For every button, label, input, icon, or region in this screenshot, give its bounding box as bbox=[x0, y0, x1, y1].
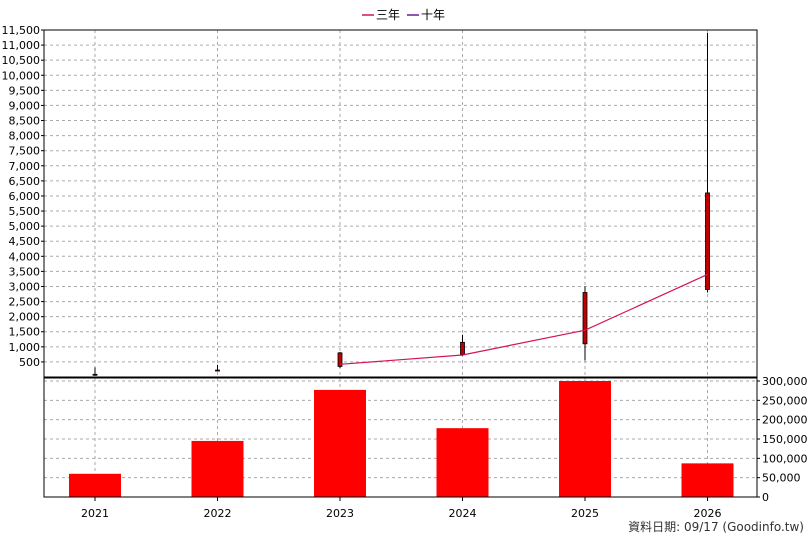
candle-body bbox=[92, 373, 98, 376]
volume-bar bbox=[314, 389, 366, 497]
x-tick-label: 2022 bbox=[204, 507, 232, 520]
legend: 三年 十年 bbox=[362, 8, 445, 22]
plot-frames bbox=[43, 29, 758, 498]
candles bbox=[92, 33, 710, 376]
price-tick-label: 4,000 bbox=[9, 250, 41, 263]
candle-body bbox=[705, 192, 710, 290]
x-tick-label: 2021 bbox=[81, 507, 109, 520]
price-tick-label: 7,000 bbox=[9, 160, 41, 173]
volume-bar bbox=[436, 428, 489, 497]
volume-bars bbox=[69, 381, 734, 497]
price-tick-label: 5,000 bbox=[9, 220, 41, 233]
price-tick-label: 8,500 bbox=[9, 115, 41, 128]
price-tick-label: 11,500 bbox=[2, 24, 41, 37]
footer-note: 資料日期: 09/17 (Goodinfo.tw) bbox=[628, 520, 804, 534]
x-tick-label: 2024 bbox=[449, 507, 477, 520]
volume-tick-label: 300,000 bbox=[762, 375, 808, 388]
volume-bar bbox=[191, 440, 244, 497]
price-tick-label: 6,000 bbox=[9, 190, 41, 203]
x-tick-label: 2026 bbox=[694, 507, 722, 520]
legend-label-shinian: 十年 bbox=[421, 8, 445, 22]
price-tick-label: 3,500 bbox=[9, 265, 41, 278]
volume-tick-label: 50,000 bbox=[762, 472, 801, 485]
candle-body bbox=[460, 341, 465, 355]
volume-bar bbox=[681, 463, 734, 497]
candle-body bbox=[215, 369, 220, 372]
price-axis: 500 1,000 1,500 2,000 2,500 3,000 3,500 4,000 4,… bbox=[2, 24, 44, 369]
price-tick-label: 11,000 bbox=[2, 39, 41, 52]
price-tick-label: 1,500 bbox=[9, 326, 41, 339]
price-tick-label: 2,500 bbox=[9, 296, 41, 309]
x-tick-label: 2023 bbox=[326, 507, 354, 520]
grid bbox=[44, 29, 757, 497]
volume-axis: 0 50,000 100,000 150,000 200,000 250,000 300,0… bbox=[757, 375, 808, 504]
volume-plot-frame bbox=[43, 377, 758, 498]
volume-tick-label: 200,000 bbox=[762, 414, 808, 427]
price-tick-label: 6,500 bbox=[9, 175, 41, 188]
price-tick-label: 7,500 bbox=[9, 145, 41, 158]
volume-tick-label: 250,000 bbox=[762, 394, 808, 407]
price-tick-label: 9,500 bbox=[9, 84, 41, 97]
price-tick-label: 9,000 bbox=[9, 99, 41, 112]
price-tick-label: 10,000 bbox=[2, 69, 41, 82]
price-plot-frame bbox=[43, 29, 758, 378]
price-tick-label: 5,500 bbox=[9, 205, 41, 218]
price-tick-label: 2,000 bbox=[9, 311, 41, 324]
price-tick-label: 8,000 bbox=[9, 130, 41, 143]
price-tick-label: 500 bbox=[19, 356, 40, 369]
volume-tick-label: 100,000 bbox=[762, 452, 808, 465]
candle-body bbox=[582, 292, 588, 345]
volume-bar bbox=[559, 381, 611, 497]
volume-bar bbox=[69, 473, 121, 497]
price-tick-label: 3,000 bbox=[9, 280, 41, 293]
price-tick-label: 10,500 bbox=[2, 54, 41, 67]
ma-lines bbox=[339, 273, 708, 365]
volume-tick-label: 0 bbox=[762, 491, 769, 504]
price-tick-label: 1,000 bbox=[9, 341, 41, 354]
volume-tick-label: 150,000 bbox=[762, 433, 808, 446]
line-series-三年 bbox=[339, 273, 708, 365]
legend-label-sannian: 三年 bbox=[376, 8, 400, 22]
x-tick-label: 2025 bbox=[571, 507, 599, 520]
candle-body bbox=[337, 352, 343, 367]
x-axis: 2021 2022 2023 2024 2025 2026 bbox=[81, 497, 722, 520]
price-tick-label: 4,500 bbox=[9, 235, 41, 248]
